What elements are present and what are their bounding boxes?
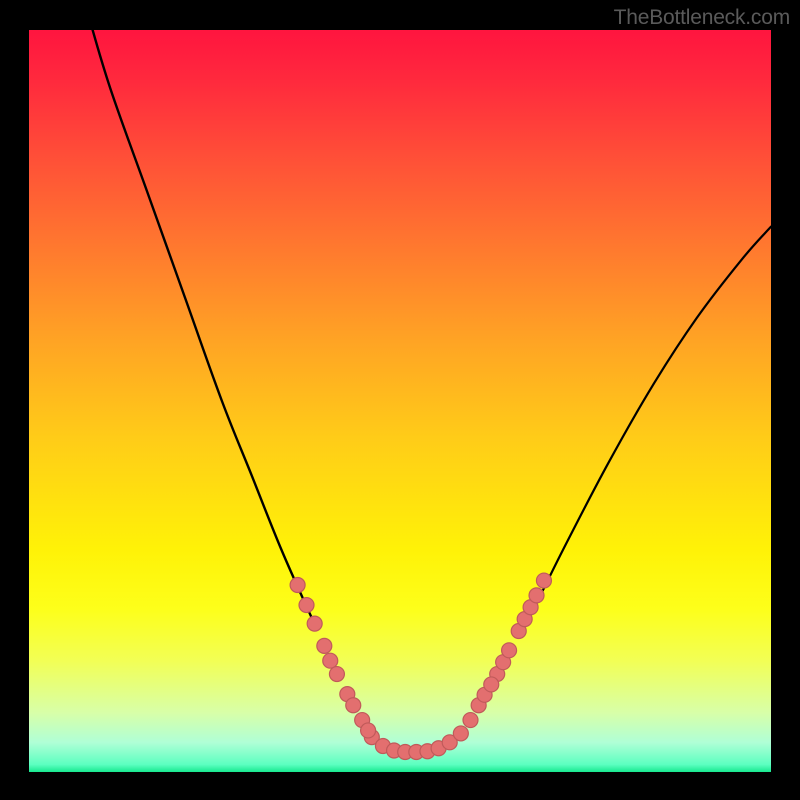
data-bead [484, 677, 499, 692]
data-bead [307, 616, 322, 631]
data-bead [299, 598, 314, 613]
data-beads [290, 573, 551, 759]
data-bead [323, 653, 338, 668]
bottleneck-curve [29, 30, 771, 772]
data-bead [502, 643, 517, 658]
data-bead [536, 573, 551, 588]
plot-area [29, 30, 771, 772]
data-bead [290, 578, 305, 593]
chart-canvas: TheBottleneck.com [0, 0, 800, 800]
data-bead [361, 723, 376, 738]
data-bead [463, 713, 478, 728]
data-bead [346, 698, 361, 713]
watermark-text: TheBottleneck.com [614, 6, 790, 30]
data-bead [529, 588, 544, 603]
data-bead [317, 638, 332, 653]
data-bead [329, 667, 344, 682]
data-bead [453, 726, 468, 741]
curve-segment [430, 227, 771, 752]
curve-segment [88, 30, 429, 752]
